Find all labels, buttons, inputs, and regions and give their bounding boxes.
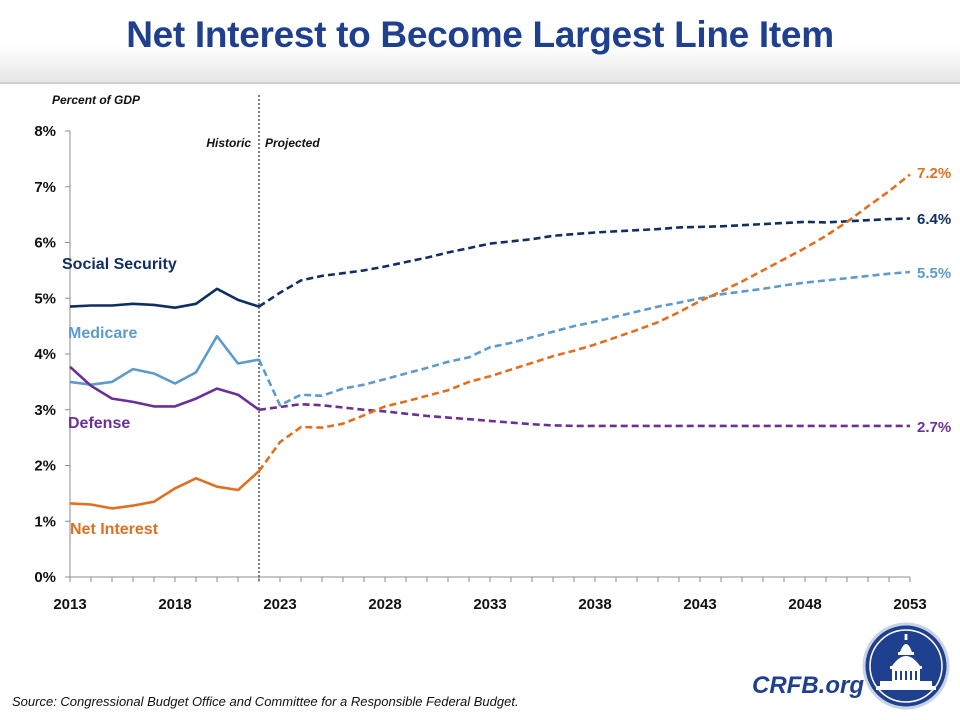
x-tick-label: 2013 xyxy=(53,596,86,613)
chart-title: Net Interest to Become Largest Line Item xyxy=(126,14,834,55)
x-tick-label: 2023 xyxy=(263,596,296,613)
brand-url[interactable]: CRFB.org xyxy=(752,672,864,699)
defense-historic-line xyxy=(69,365,260,411)
social-security-end-value: 6.4% xyxy=(917,211,951,228)
y-tick-label: 5% xyxy=(34,290,56,307)
defense-projected-line xyxy=(258,402,910,428)
social-security-historic-line xyxy=(69,287,260,310)
title-banner: Net Interest to Become Largest Line Item xyxy=(0,0,960,84)
medicare-historic-line xyxy=(69,334,260,387)
x-tick-label: 2043 xyxy=(683,596,716,613)
medicare-series-label: Medicare xyxy=(68,325,137,342)
defense-series-label: Defense xyxy=(68,415,130,432)
medicare-projected-line xyxy=(257,270,911,407)
x-tick-label: 2018 xyxy=(158,596,191,613)
social-security-projected-line xyxy=(258,217,911,308)
y-axis-title: Percent of GDP xyxy=(52,93,141,107)
series-lines xyxy=(69,173,911,510)
net-interest-series-label: Net Interest xyxy=(70,521,159,538)
y-tick-label: 0% xyxy=(34,569,56,586)
x-tick-label: 2048 xyxy=(788,596,821,613)
y-tick-label: 1% xyxy=(34,513,56,530)
axes: 0% 1% 2% 3% 4% 5% 6% 7% 8% 2013 2018 2023 2028 2033 20… xyxy=(34,93,926,613)
historic-label: Historic xyxy=(206,136,251,150)
defense-end-value: 2.7% xyxy=(917,419,951,436)
source-note: Source: Congressional Budget Office and … xyxy=(12,694,519,709)
y-tick-label: 3% xyxy=(34,402,56,419)
net-interest-end-value: 7.2% xyxy=(917,165,951,182)
y-tick-label: 2% xyxy=(34,458,56,475)
medicare-end-value: 5.5% xyxy=(917,265,951,282)
net-interest-historic-line xyxy=(69,470,260,510)
x-tick-label: 2033 xyxy=(473,596,506,613)
y-tick-label: 6% xyxy=(34,235,56,252)
y-tick-label: 7% xyxy=(34,179,56,196)
projected-label: Projected xyxy=(265,136,320,150)
x-tick-label: 2028 xyxy=(368,596,401,613)
y-tick-label: 4% xyxy=(34,346,56,363)
net-interest-projected-line xyxy=(257,173,911,472)
y-tick-label: 8% xyxy=(34,123,56,140)
series-labels: Social Security 6.4% Medicare 5.5% Defense 2.… xyxy=(62,165,951,538)
x-tick-label: 2038 xyxy=(578,596,611,613)
x-tick-label: 2053 xyxy=(893,596,926,613)
social-security-series-label: Social Security xyxy=(62,256,177,273)
capitol-seal-icon xyxy=(862,622,950,710)
